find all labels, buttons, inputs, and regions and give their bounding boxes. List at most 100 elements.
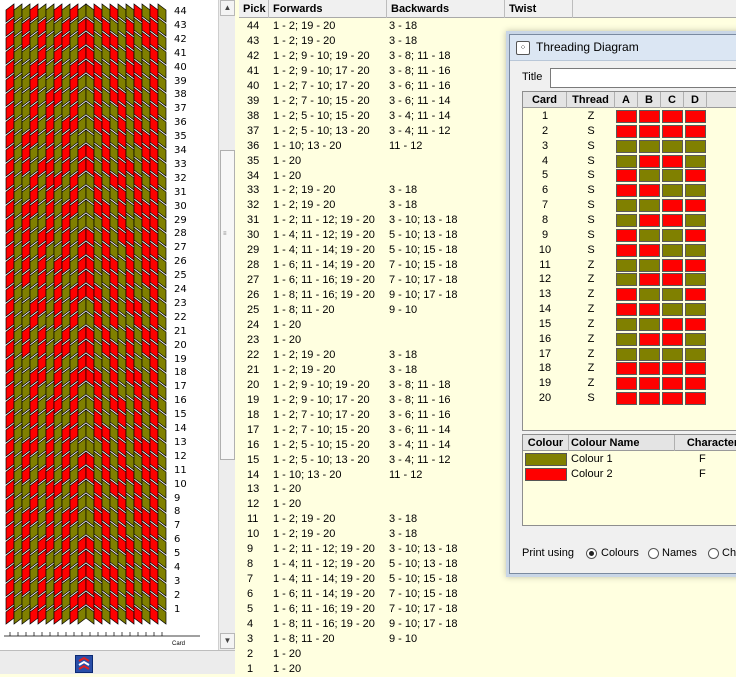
table-row[interactable]: 11 1 - 2; 19 - 20 3 - 18 xyxy=(239,512,736,527)
scroll-up-button[interactable]: ▲ xyxy=(220,0,235,16)
hole-c[interactable] xyxy=(662,392,683,406)
thread-direction[interactable]: Z xyxy=(587,362,595,375)
colour-swatch[interactable] xyxy=(525,453,567,466)
card-row[interactable]: 15 Z xyxy=(523,317,736,332)
table-row[interactable]: 27 1 - 6; 11 - 16; 19 - 20 7 - 10; 17 - 18 xyxy=(239,273,736,288)
hole-c[interactable] xyxy=(662,258,683,272)
hole-a[interactable] xyxy=(616,258,637,272)
hole-d[interactable] xyxy=(685,139,706,153)
colour-swatch[interactable] xyxy=(525,468,567,481)
hole-b[interactable] xyxy=(639,273,660,287)
header-pick[interactable]: Pick xyxy=(239,0,269,18)
table-row[interactable]: 32 1 - 2; 19 - 20 3 - 18 xyxy=(239,198,736,213)
hole-c[interactable] xyxy=(662,288,683,302)
hole-c[interactable] xyxy=(662,110,683,123)
table-row[interactable]: 20 1 - 2; 9 - 10; 19 - 20 3 - 8; 11 - 18 xyxy=(239,378,736,393)
table-row[interactable]: 21 1 - 2; 19 - 20 3 - 18 xyxy=(239,363,736,378)
hole-a[interactable] xyxy=(616,184,637,198)
thread-direction[interactable]: Z xyxy=(587,288,595,301)
hole-d[interactable] xyxy=(685,184,706,198)
hole-b[interactable] xyxy=(639,110,660,123)
thread-direction[interactable]: Z xyxy=(587,258,595,271)
card-row[interactable]: 10 S xyxy=(523,243,736,258)
hole-b[interactable] xyxy=(639,362,660,376)
hole-c[interactable] xyxy=(662,228,683,242)
hole-a[interactable] xyxy=(616,243,637,257)
table-row[interactable]: 16 1 - 2; 5 - 10; 15 - 20 3 - 4; 11 - 14 xyxy=(239,438,736,453)
table-row[interactable]: 29 1 - 4; 11 - 14; 19 - 20 5 - 10; 15 - 18 xyxy=(239,243,736,258)
hole-c[interactable] xyxy=(662,273,683,287)
thread-direction[interactable]: Z xyxy=(587,303,595,316)
hole-a[interactable] xyxy=(616,377,637,391)
hole-d[interactable] xyxy=(685,154,706,168)
scroll-down-button[interactable]: ▼ xyxy=(220,633,235,649)
pattern-preview[interactable]: 44 43 42 41 40 39 38 37 36 35 34 33 32 31 30 29 28 27 26 25… xyxy=(0,0,218,650)
header-twist[interactable]: Twist xyxy=(505,0,573,18)
hole-a[interactable] xyxy=(616,317,637,331)
hole-b[interactable] xyxy=(639,243,660,257)
hole-a[interactable] xyxy=(616,139,637,153)
hole-d[interactable] xyxy=(685,392,706,406)
header-backwards[interactable]: Backwards xyxy=(387,0,505,18)
hole-a[interactable] xyxy=(616,392,637,406)
hole-b[interactable] xyxy=(639,169,660,183)
colour-row[interactable]: Colour 2 F xyxy=(523,467,736,482)
hole-c[interactable] xyxy=(662,154,683,168)
print-option-radio[interactable] xyxy=(648,548,659,559)
table-row[interactable]: 38 1 - 2; 5 - 10; 15 - 20 3 - 4; 11 - 14 xyxy=(239,109,736,124)
thread-direction[interactable]: S xyxy=(587,392,595,405)
table-row[interactable]: 5 1 - 6; 11 - 16; 19 - 20 7 - 10; 17 - 18 xyxy=(239,602,736,617)
print-option-label[interactable]: Chara xyxy=(722,547,736,559)
table-row[interactable]: 24 1 - 20 xyxy=(239,318,736,333)
hole-d[interactable] xyxy=(685,213,706,227)
thread-direction[interactable]: S xyxy=(587,169,595,182)
table-row[interactable]: 42 1 - 2; 9 - 10; 19 - 20 3 - 8; 11 - 18 xyxy=(239,49,736,64)
table-row[interactable]: 3 1 - 8; 11 - 20 9 - 10 xyxy=(239,632,736,647)
hole-b[interactable] xyxy=(639,124,660,138)
table-row[interactable]: 26 1 - 8; 11 - 16; 19 - 20 9 - 10; 17 - 18 xyxy=(239,288,736,303)
hole-a[interactable] xyxy=(616,303,637,317)
dialog-titlebar[interactable]: ⁘ Threading Diagram xyxy=(510,35,736,61)
thread-direction[interactable]: Z xyxy=(587,110,595,122)
thread-direction[interactable]: S xyxy=(587,124,595,137)
thread-direction[interactable]: S xyxy=(587,154,595,167)
table-row[interactable]: 39 1 - 2; 7 - 10; 15 - 20 3 - 6; 11 - 14 xyxy=(239,94,736,109)
thread-direction[interactable]: Z xyxy=(587,377,595,390)
hole-b[interactable] xyxy=(639,392,660,406)
hole-c[interactable] xyxy=(662,139,683,153)
thread-direction[interactable]: Z xyxy=(587,317,595,330)
print-option-radio[interactable] xyxy=(708,548,719,559)
hole-b[interactable] xyxy=(639,139,660,153)
table-row[interactable]: 4 1 - 8; 11 - 16; 19 - 20 9 - 10; 17 - 18 xyxy=(239,617,736,632)
hole-a[interactable] xyxy=(616,228,637,242)
table-row[interactable]: 41 1 - 2; 9 - 10; 17 - 20 3 - 8; 11 - 16 xyxy=(239,64,736,79)
hole-b[interactable] xyxy=(639,332,660,346)
table-row[interactable]: 28 1 - 6; 11 - 14; 19 - 20 7 - 10; 15 - 18 xyxy=(239,258,736,273)
vertical-scrollbar[interactable]: ▲ ≡ ▼ xyxy=(218,0,235,650)
card-row[interactable]: 18 Z xyxy=(523,361,736,376)
hole-d[interactable] xyxy=(685,228,706,242)
hole-c[interactable] xyxy=(662,124,683,138)
hole-d[interactable] xyxy=(685,317,706,331)
hole-d[interactable] xyxy=(685,110,706,123)
hole-b[interactable] xyxy=(639,303,660,317)
hole-d[interactable] xyxy=(685,199,706,213)
table-row[interactable]: 14 1 - 10; 13 - 20 11 - 12 xyxy=(239,468,736,483)
title-input[interactable] xyxy=(550,68,736,88)
card-row[interactable]: 12 Z xyxy=(523,272,736,287)
hole-d[interactable] xyxy=(685,332,706,346)
hole-a[interactable] xyxy=(616,332,637,346)
hole-c[interactable] xyxy=(662,362,683,376)
thread-direction[interactable]: S xyxy=(587,184,595,197)
thread-direction[interactable]: S xyxy=(587,199,595,212)
table-row[interactable]: 23 1 - 20 xyxy=(239,333,736,348)
table-row[interactable]: 15 1 - 2; 5 - 10; 13 - 20 3 - 4; 11 - 12 xyxy=(239,453,736,468)
table-row[interactable]: 40 1 - 2; 7 - 10; 17 - 20 3 - 6; 11 - 16 xyxy=(239,79,736,94)
hole-a[interactable] xyxy=(616,213,637,227)
hole-d[interactable] xyxy=(685,362,706,376)
